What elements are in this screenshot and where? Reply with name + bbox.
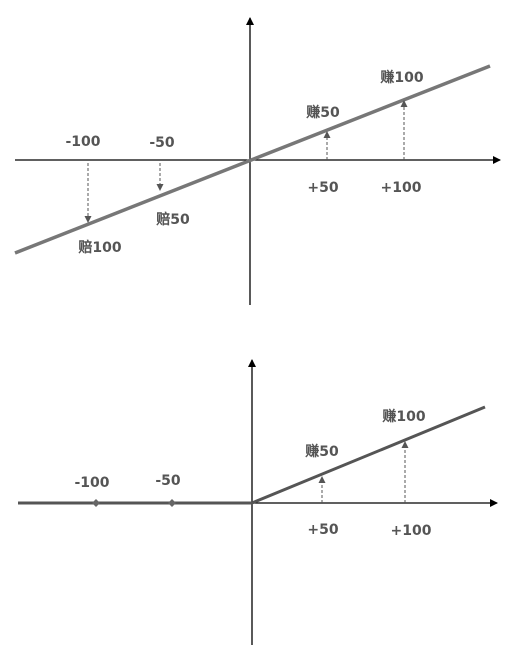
x-label: -50: [149, 135, 175, 151]
annotation: 赚100: [381, 408, 425, 425]
x-label: -100: [74, 475, 109, 491]
x-label: -50: [155, 473, 181, 489]
annotation: 赚50: [305, 104, 340, 121]
marker: [92, 499, 100, 507]
annotation: 赔50: [155, 211, 190, 228]
panel-call: -100 -50 +50 +100 赚50 赚100: [18, 359, 498, 645]
x-label: +50: [307, 180, 338, 196]
panel-long: -100 -50 +50 +100 赔100 赔50 赚50 赚100: [14, 17, 501, 305]
annotation: 赚100: [379, 69, 423, 86]
x-label: -100: [65, 134, 100, 150]
x-label: +100: [381, 180, 422, 196]
annotation: 赚50: [304, 443, 339, 460]
marker: [168, 499, 176, 507]
annotation: 赔100: [77, 239, 121, 256]
payoff-line: [14, 64, 491, 255]
x-label: +100: [391, 523, 432, 539]
x-label: +50: [307, 522, 338, 538]
